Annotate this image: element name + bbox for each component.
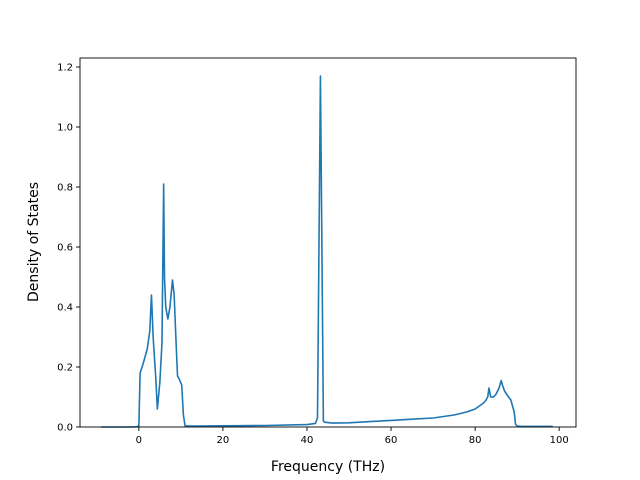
y-axis-label: Density of States xyxy=(26,182,42,302)
y-tick-label: 0.4 xyxy=(57,303,73,314)
y-tick-label: 1.0 xyxy=(57,123,73,134)
x-tick-label: 100 xyxy=(550,435,569,446)
x-tick-label: 80 xyxy=(469,435,482,446)
y-tick-label: 1.2 xyxy=(57,63,73,74)
y-axis-ticks: 0.0 0.2 0.4 0.6 0.8 1.0 1.2 xyxy=(57,63,80,434)
y-tick-label: 0.8 xyxy=(57,183,73,194)
axes-frame xyxy=(79,57,577,428)
x-axis-ticks: 0 20 40 60 80 100 xyxy=(136,427,569,446)
y-tick-label: 0.2 xyxy=(57,363,73,374)
y-tick-label: 0.6 xyxy=(57,243,73,254)
x-axis-label: Frequency (THz) xyxy=(271,459,385,475)
x-tick-label: 40 xyxy=(301,435,314,446)
plot-area xyxy=(79,57,577,428)
x-tick-label: 60 xyxy=(385,435,398,446)
y-tick-label: 0.0 xyxy=(57,423,73,434)
series-line-0 xyxy=(101,75,553,428)
x-tick-label: 0 xyxy=(136,435,142,446)
x-tick-label: 20 xyxy=(217,435,230,446)
